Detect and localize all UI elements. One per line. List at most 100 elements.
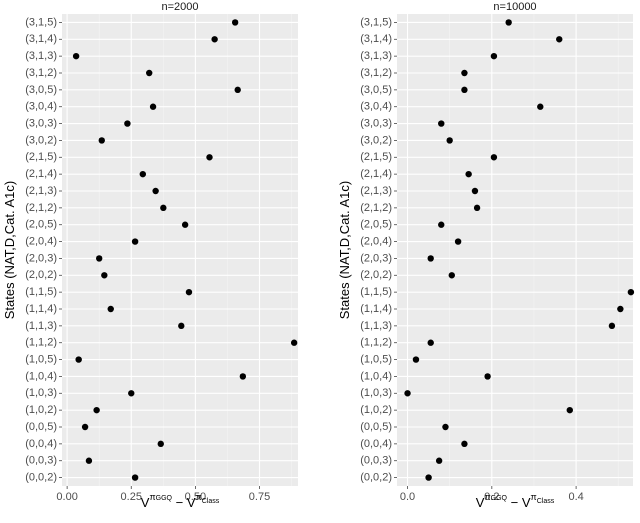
y-tick-label: (2,0,4) — [25, 235, 57, 247]
x-axis-title: VπGGQ − VπClass — [141, 492, 220, 510]
data-point — [160, 204, 167, 212]
data-point — [181, 221, 189, 228]
y-tick-label: (3,0,2) — [25, 134, 57, 146]
data-point — [95, 255, 103, 262]
y-tick-label: (1,1,4) — [25, 303, 57, 315]
panel-title: n=10000 — [493, 1, 536, 13]
data-point — [211, 36, 218, 43]
y-tick-label: (2,1,4) — [25, 168, 57, 180]
y-tick-label: (2,1,5) — [360, 151, 392, 163]
y-tick-label: (1,0,4) — [360, 370, 392, 382]
data-point — [448, 272, 455, 279]
y-tick-label: (1,1,5) — [25, 286, 57, 298]
data-point — [72, 52, 80, 60]
y-tick-label: (1,0,3) — [25, 387, 57, 399]
y-tick-label: (0,0,5) — [360, 421, 392, 433]
y-tick-label: (3,0,3) — [360, 117, 392, 129]
data-point — [131, 474, 139, 481]
data-point — [461, 69, 468, 77]
panel-1: n=2000 0.00 0.25 0.50 0.75 (0,0,2) (0,0,3) (0,0… — [2, 1, 298, 510]
plot-background — [62, 14, 298, 486]
data-point — [128, 390, 135, 397]
y-tick-label: (2,1,5) — [25, 151, 57, 163]
x-tick-label: 0.00 — [56, 491, 77, 503]
data-point — [446, 137, 453, 144]
panel-2: n=10000 0.0 0.2 0.4 (0,0,2) (0,0,3) (0,0,4) (0,… — [337, 1, 635, 510]
y-tick-label: (2,0,5) — [25, 219, 57, 231]
data-point — [185, 288, 193, 296]
data-point — [484, 373, 491, 380]
y-tick-label: (3,1,3) — [25, 50, 57, 62]
data-point — [234, 86, 241, 94]
data-point — [425, 474, 432, 481]
data-point — [412, 356, 420, 363]
y-tick-label: (0,0,3) — [25, 455, 57, 467]
y-tick-label: (3,1,3) — [360, 50, 392, 62]
y-tick-label: (3,0,5) — [25, 84, 57, 96]
y-tick-label: (3,1,2) — [25, 67, 57, 79]
y-tick-label: (1,0,5) — [25, 353, 57, 365]
data-point — [473, 204, 481, 212]
y-tick-label: (1,1,4) — [360, 303, 392, 315]
data-point — [608, 322, 616, 330]
data-point — [149, 103, 157, 110]
data-point — [157, 440, 164, 448]
x-tick-label: 0.2 — [484, 491, 499, 503]
data-point — [427, 255, 434, 262]
data-point — [461, 86, 468, 94]
data-point — [438, 120, 445, 127]
y-tick-label: (3,0,4) — [25, 101, 57, 113]
y-tick-label: (1,0,4) — [25, 370, 57, 382]
y-tick-label: (1,0,2) — [25, 404, 57, 416]
data-point — [490, 52, 498, 60]
y-tick-label: (0,0,3) — [360, 455, 392, 467]
data-point — [93, 406, 100, 414]
y-tick-label: (0,0,2) — [360, 471, 392, 483]
y-tick-label: (3,1,2) — [360, 67, 392, 79]
panel-title: n=2000 — [161, 1, 198, 13]
y-tick-label: (1,1,3) — [25, 320, 57, 332]
y-tick-label: (1,0,3) — [360, 387, 392, 399]
y-tick-label: (1,1,2) — [360, 337, 392, 349]
y-tick-label: (2,0,2) — [360, 269, 392, 281]
data-point — [206, 154, 213, 161]
y-tick-label: (3,1,4) — [360, 33, 392, 45]
y-tick-label: (0,0,4) — [25, 438, 57, 450]
y-tick-label: (2,1,3) — [360, 185, 392, 197]
data-point — [427, 339, 434, 346]
data-point — [556, 36, 563, 43]
y-tick-label: (2,1,4) — [360, 168, 392, 180]
data-point — [435, 457, 443, 464]
y-tick-label: (2,0,3) — [25, 252, 57, 264]
y-tick-label: (2,0,2) — [25, 269, 57, 281]
x-axis-title: VπGGQ − VπClass — [476, 492, 555, 510]
data-point — [454, 238, 462, 245]
data-point — [178, 322, 185, 330]
y-tick-label: (2,0,4) — [360, 235, 392, 247]
y-tick-label: (1,1,5) — [360, 286, 392, 298]
data-point — [239, 373, 247, 380]
data-point — [139, 170, 147, 178]
data-point — [461, 440, 468, 448]
data-point — [566, 406, 573, 414]
data-point — [124, 120, 131, 127]
y-tick-label: (2,1,2) — [25, 202, 57, 214]
y-tick-label: (0,0,2) — [25, 471, 57, 483]
x-tick-label: 0.0 — [400, 491, 415, 503]
data-point — [290, 339, 298, 346]
y-tick-label: (2,0,3) — [360, 252, 392, 264]
data-point — [617, 305, 624, 313]
x-tick-label: 0.4 — [568, 491, 583, 503]
y-tick-label: (3,1,5) — [25, 16, 57, 28]
y-tick-label: (3,1,4) — [25, 33, 57, 45]
y-tick-label: (1,1,2) — [25, 337, 57, 349]
y-tick-label: (0,0,4) — [360, 438, 392, 450]
data-point — [404, 390, 411, 397]
data-point — [438, 221, 445, 228]
data-point — [101, 272, 108, 279]
data-point — [537, 103, 544, 110]
data-point — [75, 356, 82, 363]
y-tick-label: (3,0,3) — [25, 117, 57, 129]
y-tick-label: (3,0,4) — [360, 101, 392, 113]
